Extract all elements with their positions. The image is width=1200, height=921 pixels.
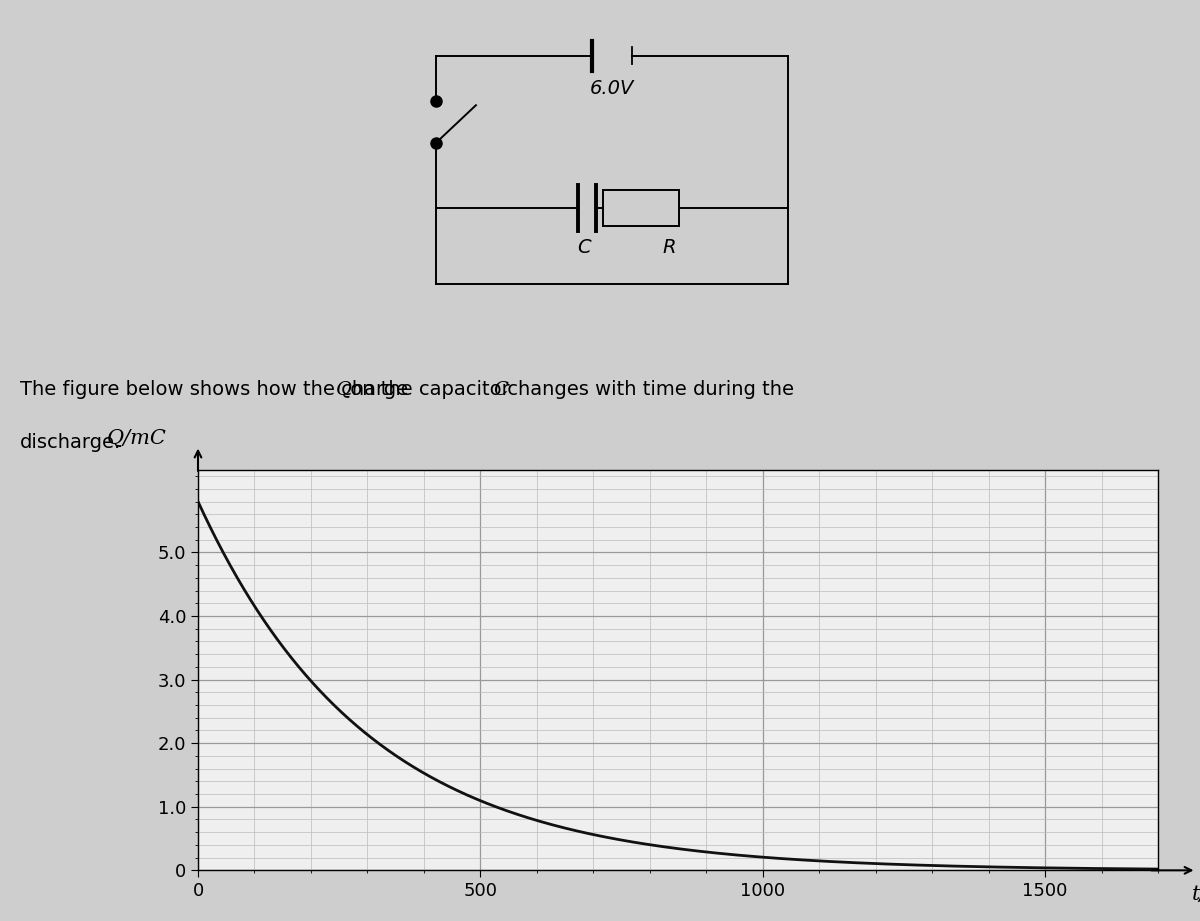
Text: C: C xyxy=(577,239,592,257)
Text: R: R xyxy=(662,239,676,257)
Text: on the capacitor: on the capacitor xyxy=(343,380,516,399)
Text: The figure below shows how the charge: The figure below shows how the charge xyxy=(20,380,414,399)
Text: discharge.: discharge. xyxy=(20,433,121,451)
Text: t/s: t/s xyxy=(1192,885,1200,904)
Bar xyxy=(604,190,679,226)
Text: Q: Q xyxy=(336,380,352,399)
Text: C: C xyxy=(493,380,508,399)
Text: 6.0V: 6.0V xyxy=(590,79,634,99)
Text: changes with time during the: changes with time during the xyxy=(502,380,794,399)
Text: Q/mC: Q/mC xyxy=(107,428,167,448)
